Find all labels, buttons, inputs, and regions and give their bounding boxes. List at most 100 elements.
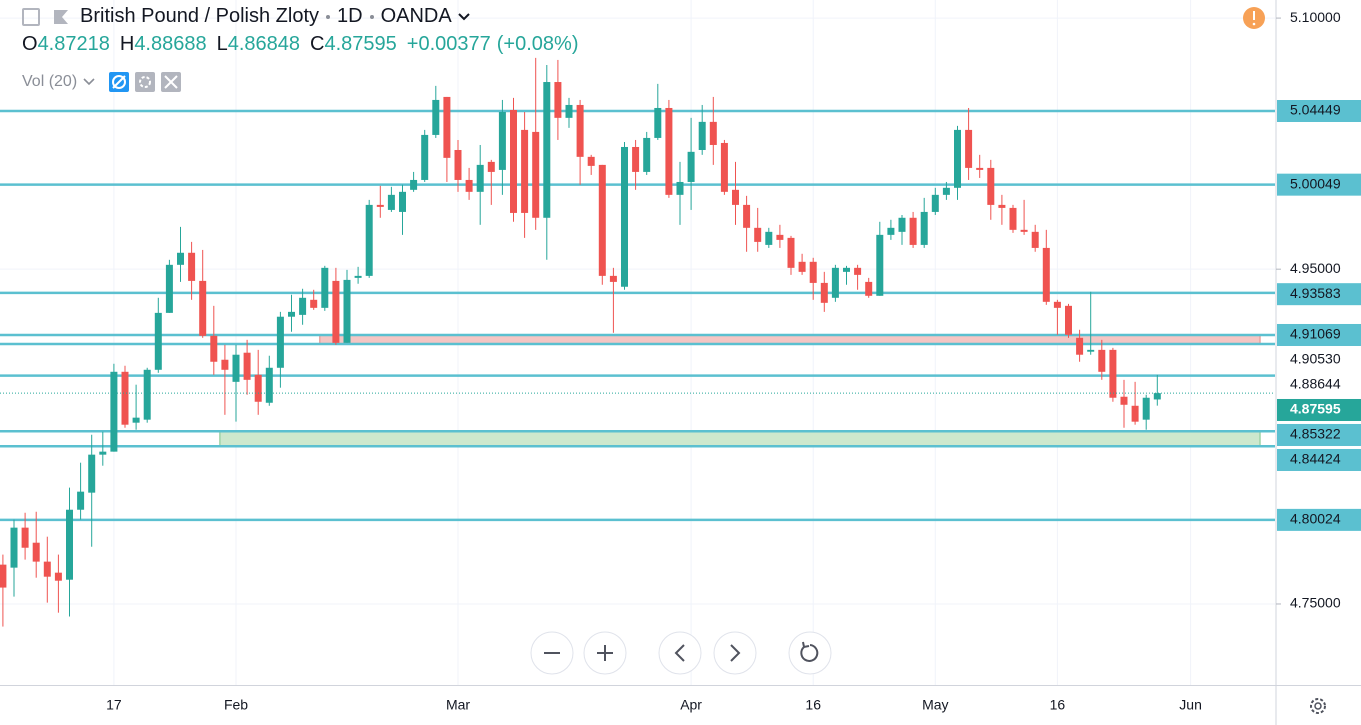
candle-body [632,146,640,172]
candle-body [421,134,429,180]
candle-body [487,161,495,172]
level-label-box [1277,508,1361,531]
indicator-label: Vol (20) [22,73,78,90]
x-tick-label: 17 [106,697,122,713]
candle-body [920,211,928,245]
candle-body [454,149,462,180]
x-tick-label: Apr [680,697,702,713]
ohlc-row: O 4.87218 H 4.88688 L 4.86848 C 4.87595 +0.0… [22,33,588,56]
candle-body [88,454,96,493]
scroll-left-button[interactable] [658,631,702,675]
level-label-box [1277,283,1361,306]
candle-body [532,131,540,218]
candle-body [510,109,517,213]
candle-body [476,164,484,192]
candle-body [1076,337,1084,355]
candle-body [909,217,917,245]
candle-body [1120,396,1128,405]
candle-body [54,572,62,581]
candle-body [843,267,850,272]
candle-body [931,194,939,212]
candle-body [1020,229,1028,232]
candle-body [965,129,973,168]
candle-body [1153,393,1161,400]
level-label: 4.93583 [1290,285,1341,301]
level-label-box [1277,423,1361,446]
settings-button[interactable] [1310,698,1326,714]
candle-body [1098,349,1106,372]
candle-body [1042,247,1050,302]
candle-body [765,231,773,245]
collapse-icon[interactable] [22,7,40,26]
candle-body [565,104,573,118]
candle-body [831,267,839,298]
candle-body [243,352,251,380]
reset-button[interactable] [788,631,832,675]
interval[interactable]: 1D [337,5,363,27]
indicator-buttons[interactable] [109,71,187,93]
candle-body [254,374,262,402]
candle-body [954,129,961,188]
candle-body [687,151,695,182]
y-tick-label: 5.10000 [1290,9,1341,25]
candle-body [66,509,73,580]
candle-body [154,312,162,370]
candle-body [21,527,29,548]
candle-body [321,267,329,308]
level-label: 4.90530 [1290,351,1341,367]
level-label-box [1277,448,1361,471]
candle-body [1065,305,1072,335]
candle-body [1131,405,1139,422]
x-tick-label: 16 [805,697,821,713]
scroll-right-button[interactable] [713,631,757,675]
candle-body [188,252,196,281]
level-label-box [1277,100,1361,123]
ohlc-value: 4.88688 [134,33,207,55]
x-tick-label: 16 [1050,697,1066,713]
candle-body [654,107,662,138]
candle-body [554,82,562,118]
candle-body [443,96,451,158]
symbol-title: British Pound / Polish Zloty [80,5,319,27]
current-price-label: 4.87595 [1290,401,1341,417]
indicator-chevron[interactable] [81,75,97,89]
alert-icon[interactable] [1243,7,1265,29]
candle-body [387,194,395,210]
candle-body [643,137,651,172]
candle-body [1009,207,1017,230]
candle-body [776,234,784,240]
candle-body [265,367,273,403]
indicator-row: Vol (20) [22,71,187,93]
candle-body [787,237,795,268]
candle-body [754,227,762,242]
candle-body [1109,349,1117,398]
zoom-out-button[interactable] [530,631,574,675]
candle-body [32,542,40,562]
ohlc-label: O [22,33,38,55]
candle-body [365,204,373,276]
candle-body [210,335,218,362]
candle-body [143,369,151,420]
candle-body [354,275,362,278]
level-label: 5.00049 [1290,175,1341,191]
candle-body [820,282,828,303]
candle-body [998,204,1006,208]
y-tick-label: 4.95000 [1290,260,1341,276]
zoom-in-button[interactable] [583,631,627,675]
separator [326,14,330,19]
candle-body [288,311,295,317]
ohlc-label: L [216,33,228,55]
ohlc-value: 4.87595 [324,33,397,55]
candle-body [399,191,406,212]
candle-body [165,264,173,313]
candle-body [110,371,118,452]
candle-body [232,354,240,382]
candle-body [276,316,284,368]
candle-body [898,217,906,232]
candle-body [410,179,418,190]
candle-body [732,189,739,205]
dropdown-chevron[interactable] [456,10,472,24]
candle-body [876,234,884,296]
candle-body [1053,301,1061,308]
